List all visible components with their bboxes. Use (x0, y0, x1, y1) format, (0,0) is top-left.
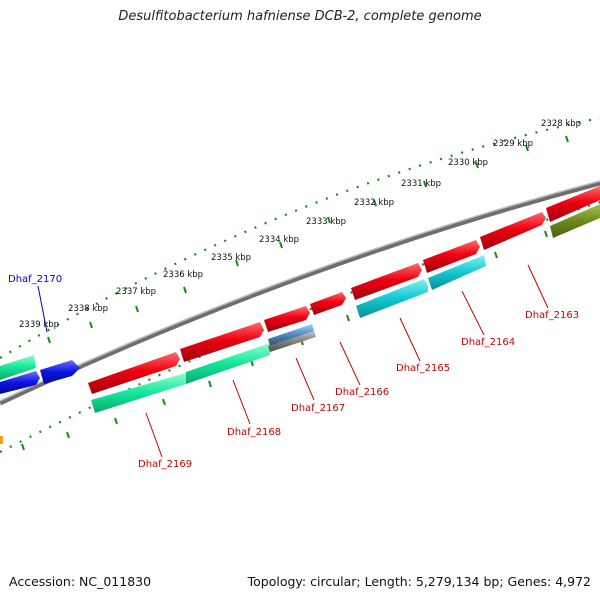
genome-summary: Topology: circular; Length: 5,279,134 bp… (247, 574, 591, 589)
kbp-label-2334: 2334 kbp (259, 235, 299, 245)
gene-arrow-grey[interactable] (268, 331, 316, 352)
gene-arrow-red[interactable] (180, 322, 264, 362)
gene-arrow-cyan[interactable] (356, 279, 428, 318)
gene-arrow-red[interactable] (546, 186, 600, 222)
map-title: Desulfitobacterium hafniense DCB-2, comp… (118, 9, 482, 24)
gene-label-dhaf-2168[interactable]: Dhaf_2168 (227, 427, 281, 438)
gene-arrow-olive[interactable] (550, 204, 600, 238)
gene-label-dhaf-2170[interactable]: Dhaf_2170 (8, 274, 62, 285)
gene-label-dhaf-2167[interactable]: Dhaf_2167 (291, 403, 345, 414)
gene-arrow-blue[interactable] (0, 371, 40, 394)
gene-arrow-red[interactable] (423, 240, 480, 273)
gene-arrow-cyan[interactable] (428, 255, 486, 290)
gene-arrow-green[interactable] (91, 373, 186, 413)
left-edge-genes (0, 355, 80, 444)
kbp-label-2337: 2337 kbp (116, 287, 156, 297)
gene-arrow-red[interactable] (351, 263, 422, 300)
kbp-label-2336: 2336 kbp (163, 270, 203, 280)
gene-label-dhaf-2163[interactable]: Dhaf_2163 (525, 310, 579, 321)
gene-label-dhaf-2164[interactable]: Dhaf_2164 (461, 337, 515, 348)
gene-arrow-steel[interactable] (268, 324, 314, 346)
inner-ruler-dots (0, 200, 600, 453)
kbp-label-2329: 2329 kbp (493, 139, 533, 149)
gene-arrow-red[interactable] (310, 292, 346, 315)
gene-label-leaders (37, 264, 549, 458)
gene-fragment-orange[interactable] (0, 436, 3, 444)
kbp-label-2331: 2331 kbp (401, 179, 441, 189)
reverse-strand-genes (91, 204, 600, 413)
outer-ruler-ticks (47, 135, 569, 344)
gene-label-dhaf-2165[interactable]: Dhaf_2165 (396, 363, 450, 374)
kbp-label-2328: 2328 kbp (541, 119, 581, 129)
kbp-label-2333: 2333 kbp (306, 217, 346, 227)
kbp-label-2330: 2330 kbp (448, 158, 488, 168)
genome-backbone (0, 180, 600, 406)
gene-arrow-blue[interactable] (40, 360, 80, 384)
gene-arrow-red[interactable] (88, 352, 180, 394)
forward-strand-genes (88, 186, 600, 394)
kbp-label-2335: 2335 kbp (211, 253, 251, 263)
kbp-label-2338: 2338 kbp (68, 304, 108, 314)
accession-label: Accession: NC_011830 (9, 574, 152, 589)
gene-arrow-green[interactable] (186, 343, 270, 384)
kbp-label-2339: 2339 kbp (19, 320, 59, 330)
gene-arrow-red[interactable] (480, 212, 546, 250)
outer-ruler-dots (0, 116, 600, 359)
gene-arrow-red[interactable] (264, 306, 310, 332)
gene-label-dhaf-2166[interactable]: Dhaf_2166 (335, 387, 389, 398)
gene-label-dhaf-2169[interactable]: Dhaf_2169 (138, 459, 192, 470)
kbp-label-2332: 2332 kbp (354, 198, 394, 208)
gene-arrow-green[interactable] (0, 355, 36, 380)
